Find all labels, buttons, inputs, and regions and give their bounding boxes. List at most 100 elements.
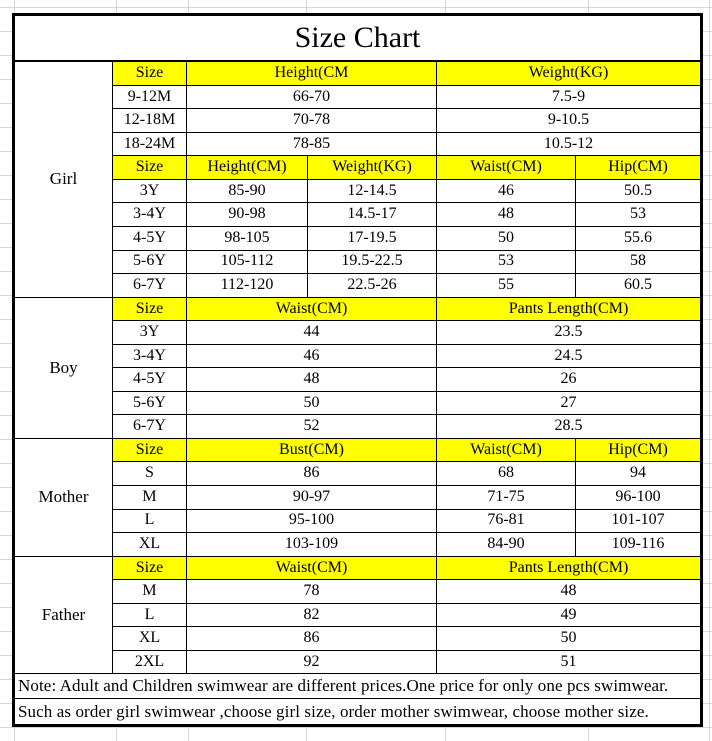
data-cell: 98-105 bbox=[186, 226, 308, 251]
data-cell: 96-100 bbox=[575, 485, 702, 510]
col-header-size: Size bbox=[112, 437, 187, 463]
size-cell: 4-5Y bbox=[112, 367, 187, 392]
data-cell: 92 bbox=[186, 649, 437, 675]
size-cell: 12-18M bbox=[112, 108, 187, 133]
data-cell: 112-120 bbox=[186, 273, 308, 298]
data-cell: 49 bbox=[436, 602, 702, 628]
table-row: 3-4Y 46 24.5 bbox=[14, 343, 702, 369]
table-row: 3Y 44 23.5 bbox=[14, 320, 702, 345]
size-cell: M bbox=[112, 485, 187, 510]
data-cell: 50 bbox=[436, 626, 702, 651]
table-row: 3Y 85-90 12-14.5 46 50.5 bbox=[14, 178, 702, 204]
size-cell: L bbox=[112, 602, 187, 628]
col-header-hip: Hip(CM) bbox=[575, 437, 702, 463]
size-chart-table: Size Chart Girl Size Height(CM Weight(KG… bbox=[12, 13, 703, 727]
data-cell: 28.5 bbox=[436, 414, 702, 439]
col-header-size: Size bbox=[112, 555, 187, 581]
col-header-weight: Weight(KG) bbox=[436, 60, 702, 86]
table-row: 5-6Y 105-112 19.5-22.5 53 58 bbox=[14, 249, 702, 275]
table-row: M 90-97 71-75 96-100 bbox=[14, 485, 702, 510]
col-header-height: Height(CM) bbox=[186, 155, 308, 180]
data-cell: 55.6 bbox=[575, 226, 702, 251]
data-cell: 9-10.5 bbox=[436, 108, 702, 133]
data-cell: 60.5 bbox=[575, 273, 702, 298]
title-row: Size Chart bbox=[13, 14, 702, 62]
data-cell: 68 bbox=[436, 461, 576, 487]
size-cell: 3-4Y bbox=[112, 202, 187, 227]
data-cell: 95-100 bbox=[186, 508, 437, 534]
data-cell: 48 bbox=[436, 202, 576, 227]
size-cell: XL bbox=[112, 532, 187, 557]
data-cell: 76-81 bbox=[436, 508, 576, 534]
data-cell: 101-107 bbox=[575, 508, 702, 534]
data-cell: 103-109 bbox=[186, 532, 437, 557]
data-cell: 19.5-22.5 bbox=[307, 249, 437, 275]
section-label-mother: Mother bbox=[13, 437, 113, 557]
note-row: Note: Adult and Children swimwear are di… bbox=[13, 673, 702, 700]
data-cell: 70-78 bbox=[186, 108, 437, 133]
size-cell: XL bbox=[112, 626, 187, 651]
data-cell: 10.5-12 bbox=[436, 131, 702, 157]
col-header-waist: Waist(CM) bbox=[186, 555, 437, 581]
size-cell: 2XL bbox=[112, 649, 187, 675]
table-row: 5-6Y 50 27 bbox=[14, 390, 702, 416]
table-row: Father Size Waist(CM) Pants Length(CM) bbox=[13, 555, 702, 675]
data-cell: 86 bbox=[186, 461, 437, 487]
size-cell: 5-6Y bbox=[112, 390, 187, 416]
size-cell: 5-6Y bbox=[112, 249, 187, 275]
data-cell: 46 bbox=[186, 343, 437, 369]
data-cell: 14.5-17 bbox=[307, 202, 437, 227]
table-row: Girl Size Height(CM Weight(KG) bbox=[13, 60, 702, 298]
data-cell: 82 bbox=[186, 602, 437, 628]
data-cell: 84-90 bbox=[436, 532, 576, 557]
data-cell: 24.5 bbox=[436, 343, 702, 369]
table-row: S 86 68 94 bbox=[14, 461, 702, 487]
note-row: Such as order girl swimwear ,choose girl… bbox=[13, 698, 702, 726]
size-cell: 18-24M bbox=[112, 131, 187, 157]
col-header-waist: Waist(CM) bbox=[186, 296, 437, 322]
data-cell: 85-90 bbox=[186, 178, 308, 204]
data-cell: 50 bbox=[186, 390, 437, 416]
note-line-1: Note: Adult and Children swimwear are di… bbox=[13, 673, 702, 700]
data-cell: 109-116 bbox=[575, 532, 702, 557]
data-cell: 17-19.5 bbox=[307, 226, 437, 251]
col-header-size: Size bbox=[112, 60, 187, 86]
data-cell: 78-85 bbox=[186, 131, 437, 157]
col-header-hip: Hip(CM) bbox=[575, 155, 702, 180]
data-cell: 105-112 bbox=[186, 249, 308, 275]
data-cell: 94 bbox=[575, 461, 702, 487]
size-cell: 3Y bbox=[112, 320, 187, 345]
col-header-size: Size bbox=[112, 296, 187, 322]
data-cell: 44 bbox=[186, 320, 437, 345]
data-cell: 51 bbox=[436, 649, 702, 675]
table-row: L 82 49 bbox=[14, 602, 702, 628]
size-cell: S bbox=[112, 461, 187, 487]
data-cell: 27 bbox=[436, 390, 702, 416]
data-cell: 46 bbox=[436, 178, 576, 204]
table-row: 6-7Y 112-120 22.5-26 55 60.5 bbox=[14, 273, 702, 298]
col-header-pants-length: Pants Length(CM) bbox=[436, 296, 702, 322]
col-header-waist: Waist(CM) bbox=[436, 155, 576, 180]
section-label-boy: Boy bbox=[13, 296, 113, 439]
col-header-height: Height(CM bbox=[186, 60, 437, 86]
table-row: 4-5Y 48 26 bbox=[14, 367, 702, 392]
data-cell: 48 bbox=[436, 579, 702, 604]
note-line-2: Such as order girl swimwear ,choose girl… bbox=[13, 698, 702, 726]
table-row: 4-5Y 98-105 17-19.5 50 55.6 bbox=[14, 226, 702, 251]
table-row: Boy Size Waist(CM) Pants Length(CM) bbox=[13, 296, 702, 439]
table-row: 18-24M 78-85 10.5-12 bbox=[14, 131, 702, 157]
table-row: XL 86 50 bbox=[14, 626, 702, 651]
size-cell: M bbox=[112, 579, 187, 604]
table-row: Mother Size Bust(CM) Waist(CM) Hip(CM) bbox=[13, 437, 702, 557]
data-cell: 90-97 bbox=[186, 485, 437, 510]
col-header-pants-length: Pants Length(CM) bbox=[436, 555, 702, 581]
size-cell: 9-12M bbox=[112, 84, 187, 110]
data-cell: 78 bbox=[186, 579, 437, 604]
col-header-weight: Weight(KG) bbox=[307, 155, 437, 180]
data-cell: 48 bbox=[186, 367, 437, 392]
data-cell: 52 bbox=[186, 414, 437, 439]
data-cell: 66-70 bbox=[186, 84, 437, 110]
data-cell: 50.5 bbox=[575, 178, 702, 204]
size-cell: 6-7Y bbox=[112, 414, 187, 439]
data-cell: 86 bbox=[186, 626, 437, 651]
